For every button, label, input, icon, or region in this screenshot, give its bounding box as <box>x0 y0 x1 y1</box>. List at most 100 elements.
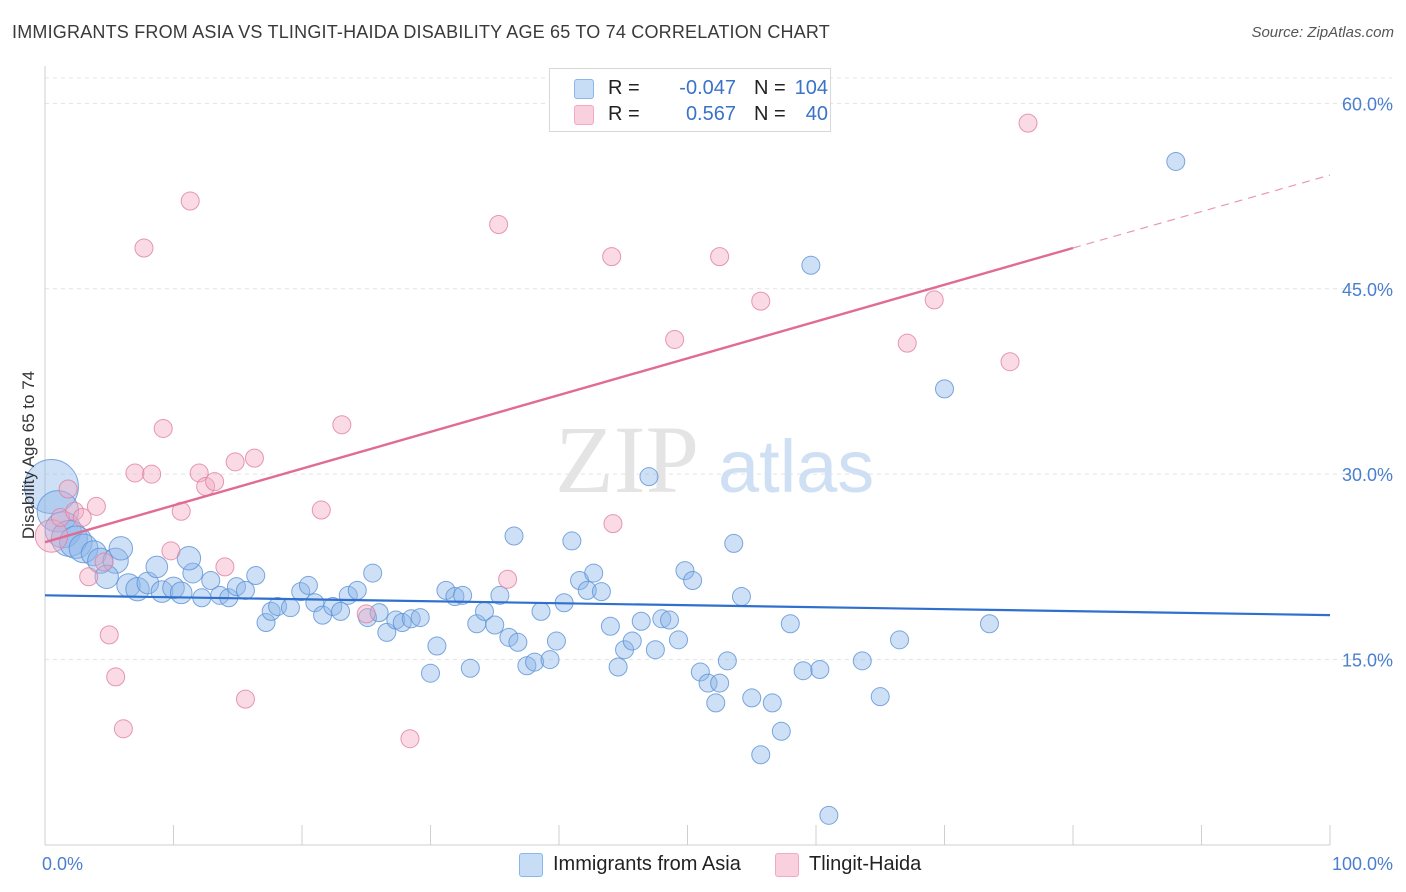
point-tlingit <box>113 719 133 739</box>
point-tlingit <box>244 448 264 468</box>
point-asia <box>710 673 730 693</box>
legend-r-value-asia: -0.047 <box>679 77 736 99</box>
legend-swatch-asia <box>574 79 594 99</box>
point-tlingit <box>1018 113 1038 133</box>
bottom-legend-swatch-tlingit <box>775 853 799 877</box>
legend-r-label: R = <box>608 103 640 125</box>
point-asia <box>460 658 480 678</box>
source-label: Source: ZipAtlas.com <box>1251 24 1394 41</box>
point-asia <box>23 459 79 515</box>
point-asia <box>731 587 751 607</box>
point-tlingit <box>311 500 331 520</box>
point-asia <box>622 631 642 651</box>
point-asia <box>591 582 611 602</box>
point-asia <box>717 651 737 671</box>
legend-swatch-tlingit <box>574 105 594 125</box>
point-asia <box>890 630 910 650</box>
point-asia <box>935 379 954 399</box>
watermark-atlas: atlas <box>718 425 874 508</box>
legend-r-label: R = <box>608 77 640 99</box>
point-asia <box>453 585 473 605</box>
point-tlingit <box>751 291 771 311</box>
bottom-legend-label-asia: Immigrants from Asia <box>553 853 741 875</box>
trend-line-asia <box>44 594 1331 617</box>
point-asia <box>577 580 597 600</box>
bottom-legend-label-tlingit: Tlingit-Haida <box>809 853 922 875</box>
point-tlingit <box>86 496 106 516</box>
point-asia <box>246 566 266 586</box>
point-asia <box>608 657 628 677</box>
point-asia <box>819 805 839 825</box>
point-asia <box>698 673 718 693</box>
point-tlingit <box>161 541 181 561</box>
point-tlingit <box>50 507 70 527</box>
point-asia <box>1166 151 1186 171</box>
point-asia <box>669 630 689 650</box>
point-tlingit <box>153 418 173 438</box>
point-tlingit <box>1000 352 1020 372</box>
point-asia <box>280 598 300 618</box>
point-asia <box>176 546 202 571</box>
point-asia <box>690 662 710 682</box>
y-tick-label: 15.0% <box>1342 651 1393 671</box>
point-asia <box>504 526 524 546</box>
x-tick-label-right: 100.0% <box>1332 854 1393 874</box>
point-asia <box>94 564 119 589</box>
point-asia <box>182 562 204 584</box>
point-asia <box>870 687 890 707</box>
point-tlingit <box>924 290 944 310</box>
point-asia <box>771 721 791 741</box>
point-asia <box>490 585 510 605</box>
point-asia <box>793 661 813 681</box>
point-tlingit <box>94 552 114 572</box>
y-tick-label: 60.0% <box>1342 94 1393 114</box>
legend-n-label: N = <box>754 103 786 125</box>
point-tlingit <box>180 191 200 211</box>
point-asia <box>631 611 651 631</box>
point-asia <box>125 576 150 602</box>
point-asia <box>810 659 830 679</box>
point-tlingit <box>99 625 119 645</box>
legend-n-value-asia: 104 <box>794 77 828 99</box>
point-asia <box>780 614 800 634</box>
point-asia <box>660 610 680 630</box>
chart-title: IMMIGRANTS FROM ASIA VS TLINGIT-HAIDA DI… <box>12 22 831 42</box>
point-asia <box>751 745 771 765</box>
point-tlingit <box>603 514 623 534</box>
point-asia <box>363 563 383 583</box>
point-asia <box>305 593 325 613</box>
point-asia <box>852 651 872 671</box>
y-tick-label: 45.0% <box>1342 280 1393 300</box>
point-tlingit <box>489 215 509 235</box>
bottom-legend-swatch-asia <box>519 853 543 877</box>
point-asia <box>762 693 782 713</box>
point-tlingit <box>710 247 730 267</box>
y-axis-label: Disability Age 65 to 74 <box>19 371 38 539</box>
y-tick-label: 30.0% <box>1342 465 1393 485</box>
point-asia <box>546 631 566 651</box>
point-tlingit <box>125 463 145 483</box>
point-asia <box>347 580 367 600</box>
point-asia <box>706 693 726 713</box>
point-tlingit <box>58 479 78 499</box>
x-tick-label-left: 0.0% <box>42 854 83 874</box>
point-asia <box>652 609 672 629</box>
legend-n-label: N = <box>754 77 786 99</box>
point-tlingit <box>215 557 235 577</box>
point-asia <box>531 601 551 621</box>
point-tlingit <box>897 333 917 353</box>
point-asia <box>427 636 447 656</box>
point-asia <box>801 255 821 275</box>
point-asia <box>410 608 430 628</box>
point-tlingit <box>79 567 99 587</box>
point-asia <box>540 650 560 670</box>
legend-n-value-tlingit: 40 <box>805 103 828 125</box>
trend-lines <box>44 174 1331 617</box>
legend-box: R = -0.047 N = 104 R = 0.567 N = 40 <box>549 68 831 132</box>
point-asia <box>525 652 545 672</box>
point-asia <box>108 536 134 561</box>
point-tlingit <box>665 329 685 349</box>
point-asia <box>291 582 311 602</box>
point-tlingit <box>72 507 92 527</box>
